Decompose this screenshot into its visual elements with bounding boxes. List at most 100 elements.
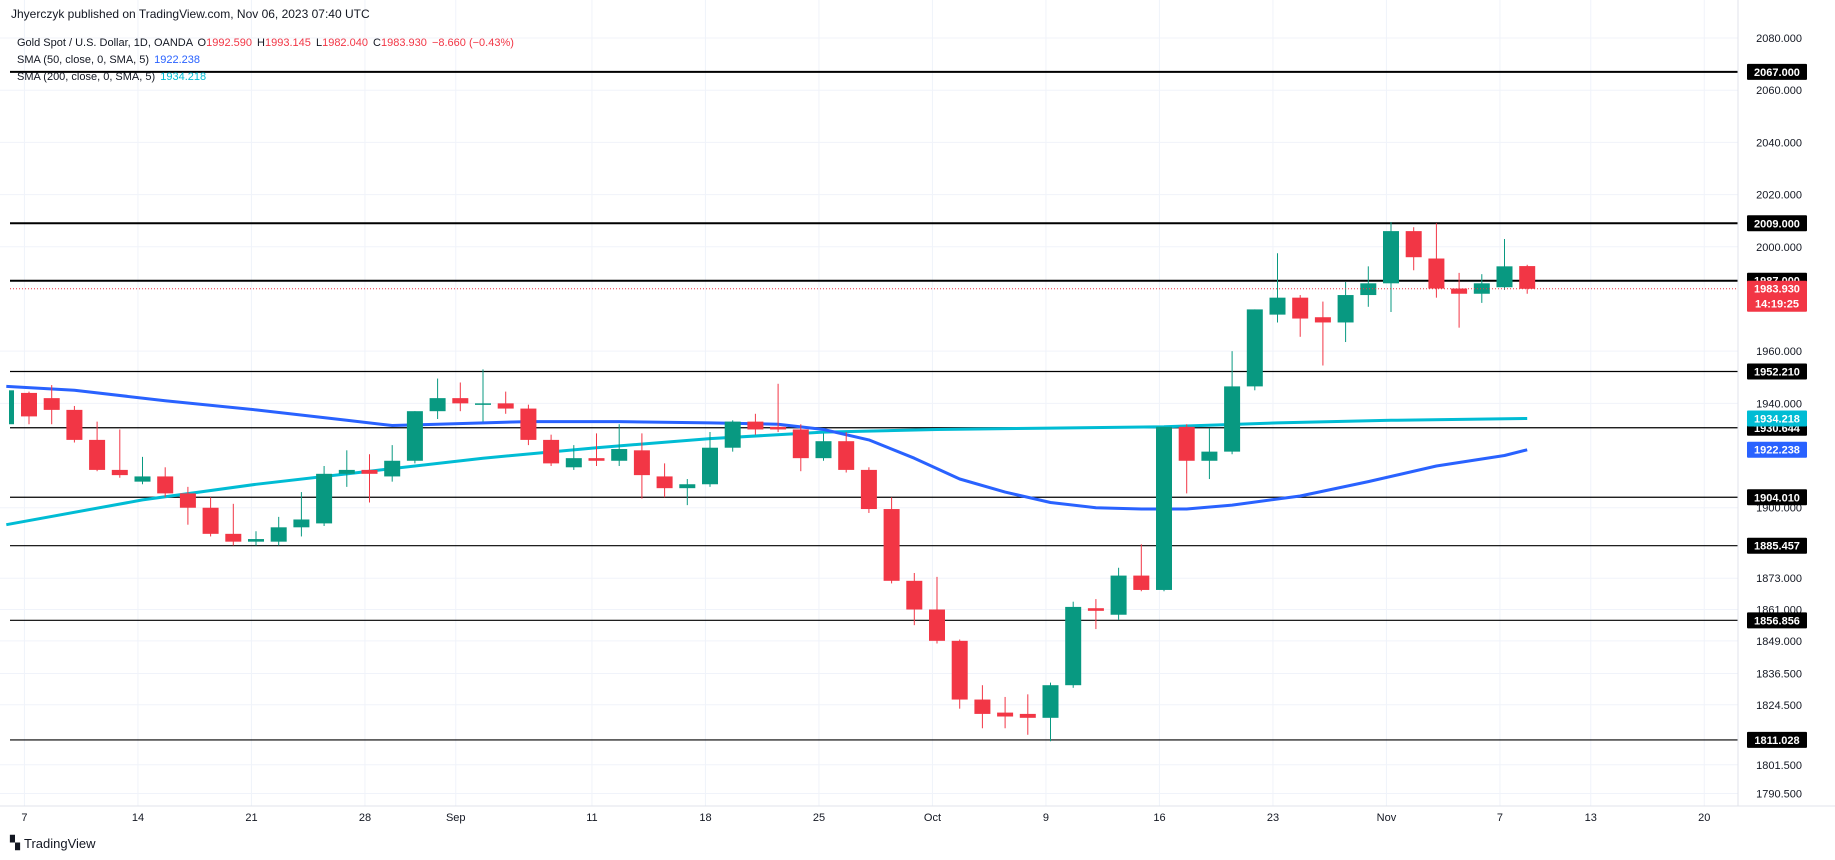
open-value: 1992.590 (206, 37, 252, 49)
candle-body (633, 450, 650, 476)
sma50-row[interactable]: SMA (50, close, 0, SMA, 5) 1922.238 (17, 52, 514, 69)
candle-body (111, 469, 128, 476)
price-tick-label: 1790.500 (1756, 789, 1802, 801)
current-price-label: 1983.930 (1754, 284, 1800, 296)
candle-body (951, 640, 968, 700)
candle-body (1496, 266, 1513, 288)
level-label: 2009.000 (1754, 218, 1800, 230)
candle-body (1383, 231, 1399, 284)
candle-body (316, 473, 333, 524)
candle-body (1451, 288, 1468, 294)
candle-body (1042, 685, 1059, 718)
candlesticks (9, 221, 1536, 742)
candle-body (475, 403, 491, 405)
sma50-value: 1922.238 (154, 54, 201, 66)
candle-body (815, 441, 832, 459)
candle-body (883, 509, 900, 581)
candle-body (1156, 426, 1172, 590)
tradingview-logo[interactable]: ▚ TradingView (10, 835, 96, 851)
candle-body (179, 493, 196, 508)
chart-legend: Gold Spot / U.S. Dollar, 1D, OANDA O1992… (17, 35, 514, 86)
sma50-label-box (1747, 441, 1807, 458)
time-axis-background[interactable] (0, 806, 1738, 828)
candle-body (1201, 451, 1218, 461)
candle-body (338, 469, 355, 474)
candle-body (747, 421, 764, 430)
candle-body (21, 392, 37, 417)
price-tick-label: 2080.000 (1756, 33, 1802, 45)
price-tick-label: 2060.000 (1756, 85, 1802, 97)
level-label: 1904.010 (1754, 492, 1800, 504)
time-tick-label: 21 (245, 812, 257, 824)
high-value: 1993.145 (265, 37, 311, 49)
candle-body (1519, 266, 1536, 289)
sma200-axis-label: 1934.218 (1754, 413, 1800, 425)
close-label: C (373, 37, 381, 49)
level-label-box (1747, 363, 1807, 380)
price-tick-label: 1849.000 (1756, 636, 1802, 648)
candle-body (452, 398, 469, 404)
price-tick-label: 1836.500 (1756, 668, 1802, 680)
candle-body (1087, 608, 1104, 611)
symbol-title: Gold Spot / U.S. Dollar, 1D, OANDA (17, 37, 193, 49)
time-tick-label: 7 (21, 812, 27, 824)
time-tick-label: 16 (1153, 812, 1165, 824)
candle-body (656, 476, 673, 489)
price-tick-label: 1900.000 (1756, 503, 1802, 515)
sma50-label: SMA (50, close, 0, SMA, 5) (17, 54, 150, 66)
level-label-box (1747, 489, 1807, 506)
publisher-info: Jhyerczyk published on TradingView.com, … (11, 7, 370, 21)
level-label-box (1747, 731, 1807, 748)
price-axis-labels: 2067.0002009.0001987.0001952.2101930.644… (1747, 63, 1807, 748)
sma200-label: SMA (200, close, 0, SMA, 5) (17, 71, 156, 83)
candle-body (270, 527, 287, 542)
symbol-row[interactable]: Gold Spot / U.S. Dollar, 1D, OANDA O1992… (17, 35, 514, 52)
time-tick-label: Oct (924, 812, 941, 824)
tradingview-brand: TradingView (24, 835, 96, 851)
change-value: −8.660 (−0.43%) (431, 37, 514, 49)
candle-body (1224, 386, 1241, 452)
time-tick-label: 14 (132, 812, 144, 824)
candle-body (157, 476, 174, 494)
candle-body (565, 458, 582, 468)
level-label-box (1747, 612, 1807, 629)
candle-body (520, 408, 537, 440)
candle-body (293, 519, 310, 528)
candle-body (906, 580, 923, 610)
level-label-box (1747, 215, 1807, 232)
grid (0, 0, 1738, 806)
high-label: H (257, 37, 265, 49)
candle-body (1269, 297, 1286, 315)
time-tick-label: Nov (1377, 812, 1397, 824)
candle-body (929, 609, 945, 641)
candle-body (1405, 231, 1422, 258)
candle-body (679, 484, 696, 489)
candle-body (225, 533, 242, 542)
sma200-row[interactable]: SMA (200, close, 0, SMA, 5) 1934.218 (17, 69, 514, 86)
price-axis-background[interactable] (1738, 0, 1835, 806)
level-label-box (1747, 63, 1807, 80)
candle-body (497, 403, 514, 409)
candle-body (543, 439, 560, 464)
candle-body (1178, 426, 1195, 461)
sma200-value: 1934.218 (160, 71, 207, 83)
candle-body (588, 458, 605, 461)
time-axis-ticks: 7 14 21 28 Sep 11 18 25 Oct 9 16 23 Nov 7 13 20 (21, 812, 1710, 824)
time-tick-label: 7 (1497, 812, 1503, 824)
sma200-label-box (1747, 410, 1807, 427)
time-tick-label: 25 (813, 812, 825, 824)
candle-body (384, 460, 401, 477)
current-price-label-box (1747, 280, 1807, 312)
candle-body (1428, 258, 1445, 289)
price-tick-label: 2000.000 (1756, 242, 1802, 254)
candle-body (770, 426, 787, 430)
low-label: L (315, 37, 323, 49)
level-label: 1952.210 (1754, 366, 1800, 378)
candle-body (1337, 295, 1354, 323)
tradingview-logo-icon: ▚ (10, 835, 20, 850)
time-tick-label: 28 (359, 812, 371, 824)
low-value: 1982.040 (322, 37, 368, 49)
candle-body (838, 441, 855, 470)
candle-body (66, 409, 83, 440)
